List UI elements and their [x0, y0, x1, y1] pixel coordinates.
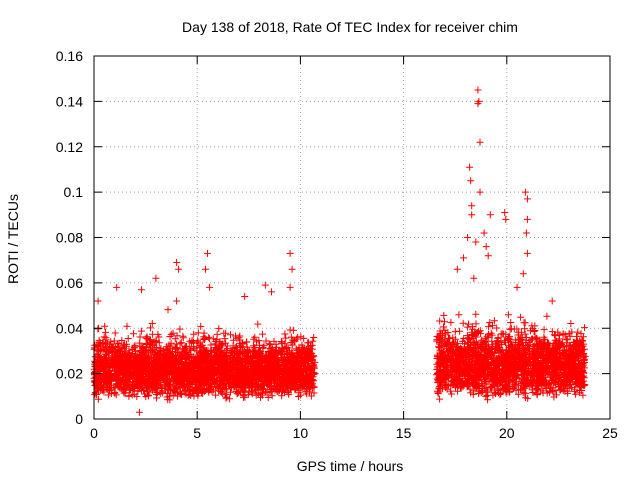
y-tick-label: 0.16 [56, 48, 83, 64]
x-tick-label: 25 [602, 425, 618, 441]
axis-ticks: 0 5 10 15 20 25 0 0.02 0.04 0.06 0.08 0.1 0.12 0.14 0.… [56, 48, 618, 441]
y-axis-label: ROTI / TECUs [5, 194, 21, 284]
x-axis-label: GPS time / hours [297, 458, 404, 474]
y-tick-label: 0.08 [56, 230, 83, 246]
x-tick-label: 15 [396, 425, 412, 441]
y-tick-label: 0.1 [64, 184, 84, 200]
chart-title: Day 138 of 2018, Rate Of TEC Index for r… [182, 19, 518, 35]
data-points [90, 86, 589, 416]
x-tick-label: 10 [293, 425, 309, 441]
x-tick-label: 20 [499, 425, 515, 441]
y-tick-label: 0.02 [56, 366, 83, 382]
x-tick-label: 5 [193, 425, 201, 441]
grid-lines [94, 56, 610, 419]
roti-series-markers [90, 86, 589, 416]
y-tick-label: 0.04 [56, 320, 83, 336]
x-tick-label: 0 [90, 425, 98, 441]
y-tick-label: 0.14 [56, 93, 83, 109]
y-tick-label: 0 [75, 411, 83, 427]
y-tick-label: 0.12 [56, 139, 83, 155]
y-tick-label: 0.06 [56, 275, 83, 291]
